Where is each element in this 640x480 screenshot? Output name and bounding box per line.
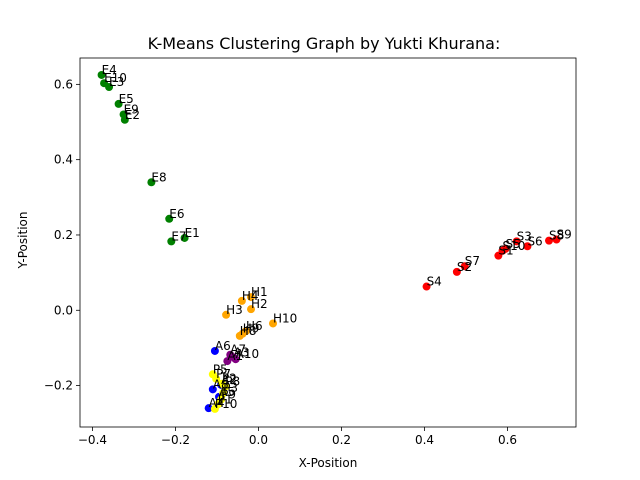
- point-label: S8: [549, 229, 564, 243]
- data-point: [545, 236, 554, 245]
- data-point: [221, 382, 230, 391]
- y-tick-label: 0.6: [54, 77, 73, 91]
- point-label: P3: [223, 381, 238, 395]
- point-label: H2: [251, 297, 268, 311]
- data-point: [114, 99, 123, 108]
- point-label: P10: [215, 397, 238, 411]
- point-label: E2: [125, 108, 140, 122]
- data-point: [452, 267, 461, 276]
- point-label: H6: [246, 319, 263, 333]
- data-point: [105, 82, 114, 91]
- data-point: [97, 70, 106, 79]
- x-tick-label: −0.4: [78, 433, 107, 447]
- point-label: A4: [209, 396, 225, 410]
- x-tick-label: 0.6: [498, 433, 517, 447]
- point-label: A5: [219, 385, 235, 399]
- point-label: E3: [109, 75, 124, 89]
- y-tick-label: 0.0: [54, 303, 73, 317]
- data-point: [237, 296, 246, 305]
- point-label: H9: [243, 322, 260, 336]
- point-label: A10: [236, 347, 259, 361]
- data-point: [269, 319, 278, 328]
- data-point: [512, 237, 521, 246]
- data-point: [210, 404, 219, 413]
- data-point: [180, 233, 189, 242]
- point-label: E5: [119, 92, 134, 106]
- point-label: S4: [427, 275, 442, 289]
- x-tick-label: −0.2: [161, 433, 190, 447]
- data-point: [552, 235, 561, 244]
- chart-title: K-Means Clustering Graph by Yukti Khuran…: [148, 34, 501, 53]
- point-label: E4: [102, 63, 117, 77]
- data-point: [222, 310, 231, 319]
- point-label: E10: [104, 71, 127, 85]
- y-tick-label: −0.2: [44, 379, 73, 393]
- data-point: [219, 389, 228, 398]
- data-point: [494, 251, 503, 260]
- point-label: E1: [185, 226, 200, 240]
- x-tick-label: 0.2: [332, 433, 351, 447]
- plot-frame: [79, 57, 577, 428]
- point-label: H8: [240, 324, 257, 338]
- point-label: A8: [213, 377, 229, 391]
- y-tick-label: 0.2: [54, 228, 73, 242]
- point-label: S5: [505, 237, 520, 251]
- data-point: [223, 357, 232, 366]
- point-label: S7: [465, 254, 480, 268]
- point-label: E7: [171, 229, 186, 243]
- point-label: S9: [556, 227, 571, 241]
- point-label: A2: [221, 373, 237, 387]
- data-point: [204, 404, 213, 413]
- point-label: P5: [213, 362, 228, 376]
- point-label: P1: [218, 392, 233, 406]
- y-axis-label: Y-Position: [16, 212, 30, 270]
- plot-area: −0.4 −0.2 0.0 0.2 0.4 0.6−0.20.00.20.40.6E4E1…: [44, 57, 577, 447]
- point-label: A7: [230, 343, 246, 357]
- data-point: [460, 262, 469, 271]
- data-point: [247, 293, 256, 302]
- point-label: P7: [216, 367, 231, 381]
- point-label: P9: [221, 388, 236, 402]
- y-tick-label: 0.4: [54, 153, 73, 167]
- data-point: [212, 374, 221, 383]
- data-point: [523, 242, 532, 251]
- data-point: [235, 331, 244, 340]
- point-label: A3: [234, 345, 250, 359]
- data-point: [208, 385, 217, 394]
- data-point: [167, 237, 176, 246]
- point-label: S1: [498, 244, 513, 258]
- point-label: A6: [215, 339, 231, 353]
- point-label: P8: [225, 375, 240, 389]
- data-point: [147, 178, 156, 187]
- point-label: E9: [124, 102, 139, 116]
- data-point: [247, 305, 256, 314]
- point-label: E8: [151, 170, 166, 184]
- x-axis-label: X-Position: [299, 456, 358, 470]
- data-point: [231, 355, 240, 364]
- point-label: H10: [273, 311, 297, 325]
- point-label: A1: [227, 349, 243, 363]
- point-label: H3: [226, 303, 243, 317]
- data-point: [165, 214, 174, 223]
- point-label: E6: [169, 207, 184, 221]
- point-label: S3: [517, 229, 532, 243]
- point-label: S6: [527, 234, 542, 248]
- x-tick-label: 0.0: [249, 433, 268, 447]
- data-point: [210, 346, 219, 355]
- data-point: [422, 282, 431, 291]
- point-label: H4: [242, 289, 259, 303]
- point-label: S2: [457, 260, 472, 274]
- data-point: [120, 115, 129, 124]
- point-label: P2: [222, 372, 237, 386]
- point-label: H1: [251, 285, 268, 299]
- x-tick-label: 0.4: [415, 433, 434, 447]
- point-label: S10: [503, 239, 526, 253]
